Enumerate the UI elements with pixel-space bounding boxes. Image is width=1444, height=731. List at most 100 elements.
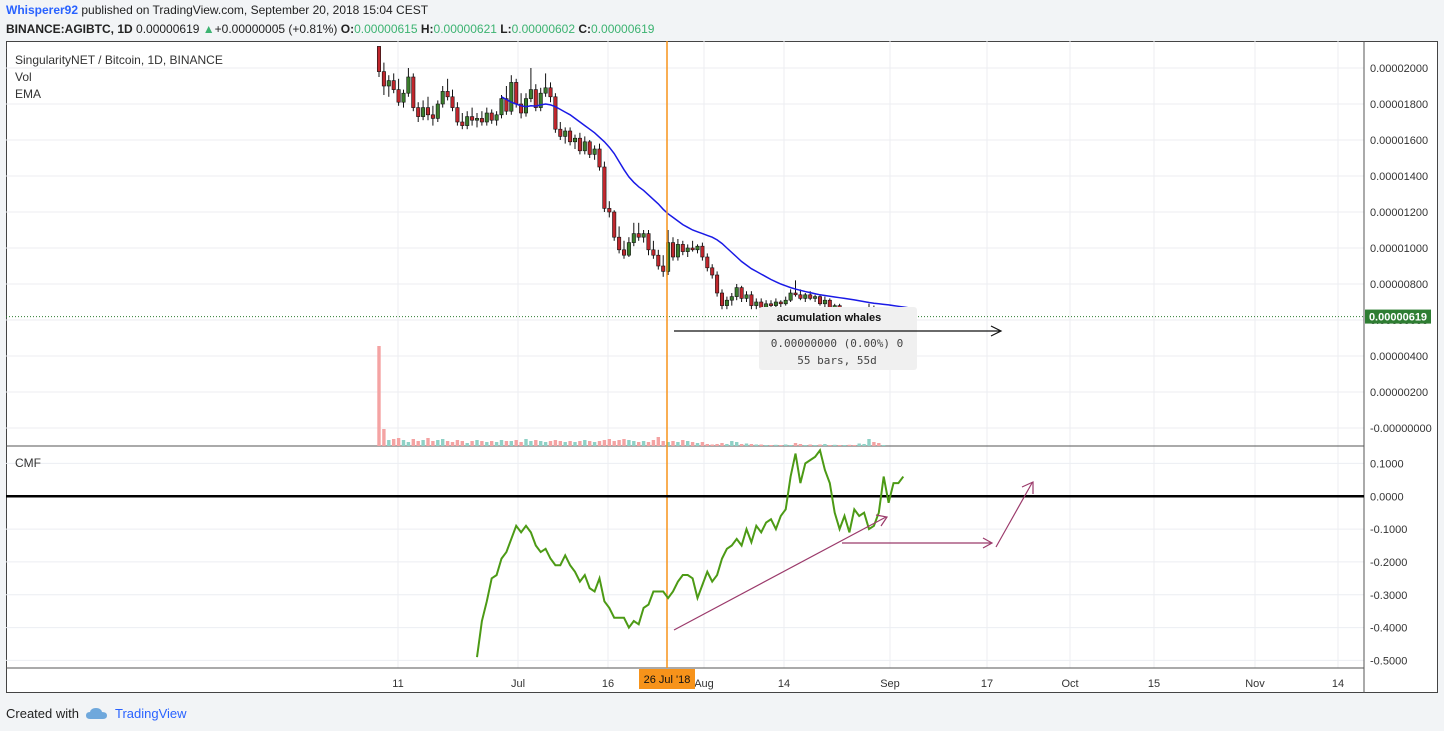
volume-bar [573, 442, 577, 446]
volume-bar [823, 444, 827, 446]
candle-body [680, 244, 685, 252]
volume-bar [769, 445, 773, 446]
volume-bar [416, 441, 420, 446]
candle-body [729, 296, 734, 301]
candle-body [621, 249, 626, 256]
volume-bar [739, 444, 744, 446]
candle-body [705, 256, 710, 269]
volume-bar [637, 442, 641, 446]
volume-bar [754, 444, 758, 446]
volume-bar [617, 440, 621, 446]
volume-bar [553, 440, 558, 446]
time-tick-label: 16 [602, 678, 614, 690]
volume-bar [490, 441, 494, 446]
event-date-badge [639, 669, 695, 689]
cmf-tick-label: -0.3000 [1370, 590, 1407, 602]
volume-bar [882, 445, 886, 446]
candle-body [568, 130, 573, 143]
candle-body [607, 208, 612, 213]
volume-bar [431, 441, 435, 446]
volume-bar [627, 440, 631, 446]
volume-bar [494, 442, 499, 446]
candle-body [572, 137, 577, 143]
close-value: 0.00000619 [591, 22, 655, 36]
time-tick-label: Sep [880, 678, 900, 690]
volume-bar [837, 445, 842, 446]
volume-bar [646, 442, 651, 446]
volume-bar [450, 442, 455, 446]
candle-body [612, 211, 617, 238]
candle-body [700, 245, 705, 258]
volume-bar [543, 442, 548, 446]
candle-body [553, 96, 558, 130]
volume-bars [377, 346, 886, 446]
cloud-icon [85, 707, 107, 719]
candle-body [651, 249, 656, 256]
volume-bar [622, 439, 626, 446]
candle-body [440, 91, 445, 105]
candle-body [656, 254, 661, 267]
candle-body [773, 301, 778, 306]
time-tick-label: Oct [1061, 678, 1078, 690]
candle-body [675, 244, 680, 258]
candle-body [381, 71, 386, 87]
candle-body [430, 114, 435, 119]
candle-body [401, 92, 406, 103]
candle-body [406, 76, 411, 94]
chart-svg[interactable]: acumulation whales 0.00000000 (0.00%) 0 … [6, 41, 1438, 693]
volume-bar [411, 439, 415, 446]
candle-body [685, 247, 690, 252]
candle-body [416, 107, 421, 117]
volume-bar [470, 441, 474, 446]
volume-bar [509, 441, 513, 446]
candle-body [577, 137, 582, 152]
trend-arrowhead-3 [1021, 481, 1034, 494]
price-tick-label: 0.00000200 [1370, 387, 1428, 399]
candle-body [484, 112, 489, 123]
volume-bar [441, 439, 445, 446]
candle-body [715, 274, 720, 294]
candle-body [391, 80, 396, 90]
trend-arrowhead-2 [982, 537, 994, 549]
current-price-text: 0.00000619 [1369, 312, 1427, 324]
open-label: O: [340, 22, 355, 36]
volume-bar [803, 445, 807, 446]
candle-body [460, 121, 465, 126]
candle-body [445, 91, 450, 98]
volume-bar [862, 444, 866, 446]
candle-body [602, 166, 607, 209]
legend-ema[interactable]: EMA [15, 87, 42, 101]
candle-body [425, 107, 430, 116]
trend-arrows[interactable] [673, 481, 1034, 631]
volume-bar [475, 440, 479, 446]
close-label: C: [578, 22, 592, 36]
volume-bar [651, 440, 656, 446]
volume-bar [592, 442, 597, 446]
author-name[interactable]: Whisperer92 [6, 3, 79, 17]
volume-bar [387, 440, 391, 446]
candle-body [783, 299, 788, 305]
volume-bar [382, 429, 386, 446]
tradingview-link[interactable]: TradingView [114, 706, 187, 721]
price-tick-label: 0.00000800 [1370, 279, 1428, 291]
volume-bar [641, 441, 646, 446]
footer: Created with TradingView [6, 706, 187, 721]
time-tick-label: Aug [694, 678, 714, 690]
candle-body [514, 82, 519, 105]
volume-bar [656, 437, 660, 446]
volume-bar [558, 441, 562, 446]
volume-bar [686, 441, 690, 446]
annotation-group[interactable]: acumulation whales 0.00000000 (0.00%) 0 … [674, 307, 1003, 370]
candle-body [519, 103, 524, 114]
volume-bar [661, 441, 665, 446]
volume-bar [421, 440, 425, 446]
legend-cmf[interactable]: CMF [15, 456, 41, 470]
chart-title: SingularityNET / Bitcoin, 1D, BINANCE [15, 53, 223, 67]
low-label: L: [500, 22, 512, 36]
candle-body [450, 96, 455, 108]
candle-body [470, 116, 475, 121]
volume-bar [392, 439, 396, 446]
candle-body [474, 118, 479, 121]
candle-body [533, 89, 538, 108]
legend-vol[interactable]: Vol [15, 70, 32, 84]
